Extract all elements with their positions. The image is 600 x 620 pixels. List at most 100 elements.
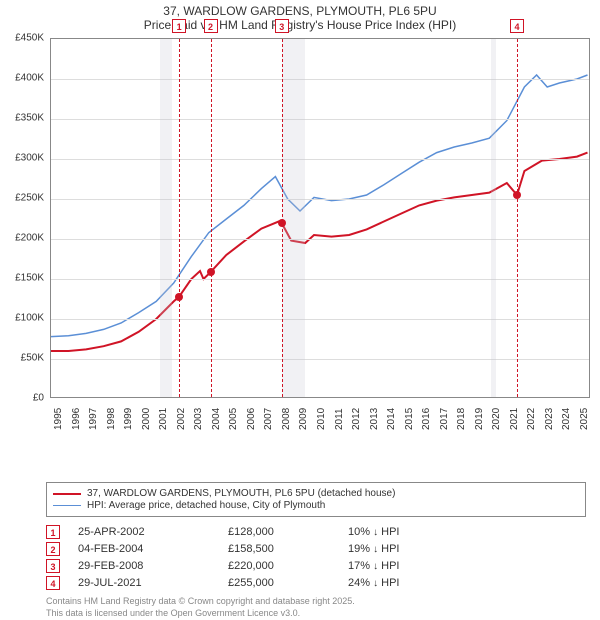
hpi-line [51, 75, 588, 337]
sales-pct: 17% ↓ HPI [348, 560, 468, 572]
x-tick-label: 2000 [141, 408, 152, 430]
attribution-line2: This data is licensed under the Open Gov… [46, 608, 586, 620]
sales-price: £220,000 [228, 560, 348, 572]
grid-line [51, 199, 589, 200]
x-tick-label: 2008 [281, 408, 292, 430]
sale-marker-box: 2 [204, 19, 218, 33]
sales-table: 125-APR-2002£128,00010% ↓ HPI204-FEB-200… [46, 525, 586, 590]
sale-dot [278, 219, 286, 227]
sales-idx: 2 [46, 542, 60, 556]
x-tick-label: 1995 [53, 408, 64, 430]
sale-vline [517, 39, 518, 397]
sales-pct: 19% ↓ HPI [348, 543, 468, 555]
y-tick-label: £50K [0, 353, 44, 364]
x-tick-label: 2012 [351, 408, 362, 430]
sales-price: £128,000 [228, 526, 348, 538]
sales-date: 29-JUL-2021 [78, 577, 228, 589]
legend-row-hpi: HPI: Average price, detached house, City… [53, 500, 579, 511]
y-tick-label: £400K [0, 73, 44, 84]
legend-label-hpi: HPI: Average price, detached house, City… [87, 500, 325, 511]
sales-date: 04-FEB-2004 [78, 543, 228, 555]
x-tick-label: 2013 [369, 408, 380, 430]
sales-price: £158,500 [228, 543, 348, 555]
x-tick-label: 2021 [509, 408, 520, 430]
x-tick-label: 2004 [211, 408, 222, 430]
legend-swatch-paid [53, 493, 81, 495]
sale-vline [211, 39, 212, 397]
x-tick-label: 2018 [456, 408, 467, 430]
x-tick-label: 2024 [561, 408, 572, 430]
sales-row: 4 29-JUL-2021£255,00024% ↓ HPI [46, 576, 586, 590]
sales-price: £255,000 [228, 577, 348, 589]
x-tick-label: 2002 [176, 408, 187, 430]
x-tick-label: 2025 [579, 408, 590, 430]
grid-line [51, 279, 589, 280]
x-tick-label: 2017 [439, 408, 450, 430]
legend-label-paid: 37, WARDLOW GARDENS, PLYMOUTH, PL6 5PU (… [87, 488, 395, 499]
attribution-line1: Contains HM Land Registry data © Crown c… [46, 596, 586, 608]
x-tick-label: 2007 [263, 408, 274, 430]
sales-row: 3 29-FEB-2008£220,00017% ↓ HPI [46, 559, 586, 573]
sale-dot [175, 293, 183, 301]
x-tick-label: 1999 [123, 408, 134, 430]
x-tick-label: 2019 [474, 408, 485, 430]
sales-date: 25-APR-2002 [78, 526, 228, 538]
sale-dot [207, 268, 215, 276]
x-tick-label: 2006 [246, 408, 257, 430]
y-tick-label: £350K [0, 113, 44, 124]
recession-shade [491, 39, 496, 397]
recession-shade [160, 39, 172, 397]
y-tick-label: £450K [0, 33, 44, 44]
arrow-down-icon: ↓ [373, 544, 378, 555]
x-axis: 1995199619971998199920002001200220032004… [50, 398, 590, 438]
grid-line [51, 359, 589, 360]
x-tick-label: 2020 [491, 408, 502, 430]
legend-box: 37, WARDLOW GARDENS, PLYMOUTH, PL6 5PU (… [46, 482, 586, 517]
sale-vline [179, 39, 180, 397]
title-address: 37, WARDLOW GARDENS, PLYMOUTH, PL6 5PU [0, 4, 600, 18]
arrow-down-icon: ↓ [373, 527, 378, 538]
x-tick-label: 2011 [334, 408, 345, 430]
x-tick-label: 2003 [193, 408, 204, 430]
sales-idx: 3 [46, 559, 60, 573]
sale-marker-box: 4 [510, 19, 524, 33]
sales-row: 125-APR-2002£128,00010% ↓ HPI [46, 525, 586, 539]
sales-idx: 4 [46, 576, 60, 590]
grid-line [51, 319, 589, 320]
x-tick-label: 2016 [421, 408, 432, 430]
grid-line [51, 159, 589, 160]
x-tick-label: 2010 [316, 408, 327, 430]
sales-pct: 24% ↓ HPI [348, 577, 468, 589]
sales-date: 29-FEB-2008 [78, 560, 228, 572]
chart-plot-area: 1234 [50, 38, 590, 398]
x-tick-label: 2022 [526, 408, 537, 430]
recession-shade [282, 39, 305, 397]
attribution-block: Contains HM Land Registry data © Crown c… [46, 596, 586, 619]
sales-row: 2 04-FEB-2004£158,50019% ↓ HPI [46, 542, 586, 556]
price-paid-line [51, 153, 588, 351]
x-tick-label: 2015 [404, 408, 415, 430]
chart-outer: 1234 19951996199719981999200020012002200… [4, 38, 590, 438]
y-tick-label: £150K [0, 273, 44, 284]
grid-line [51, 119, 589, 120]
sales-idx: 1 [46, 525, 60, 539]
y-tick-label: £300K [0, 153, 44, 164]
legend-row-paid: 37, WARDLOW GARDENS, PLYMOUTH, PL6 5PU (… [53, 488, 579, 499]
chart-svg [51, 39, 591, 399]
sale-marker-box: 1 [172, 19, 186, 33]
y-tick-label: £200K [0, 233, 44, 244]
arrow-down-icon: ↓ [373, 578, 378, 589]
x-tick-label: 2014 [386, 408, 397, 430]
x-tick-label: 1997 [88, 408, 99, 430]
x-tick-label: 2009 [298, 408, 309, 430]
sale-marker-box: 3 [275, 19, 289, 33]
x-tick-label: 2023 [544, 408, 555, 430]
x-tick-label: 2001 [158, 408, 169, 430]
y-tick-label: £250K [0, 193, 44, 204]
y-tick-label: £100K [0, 313, 44, 324]
y-tick-label: £0 [0, 393, 44, 404]
grid-line [51, 239, 589, 240]
sale-dot [513, 191, 521, 199]
x-tick-label: 1998 [106, 408, 117, 430]
legend-swatch-hpi [53, 505, 81, 506]
